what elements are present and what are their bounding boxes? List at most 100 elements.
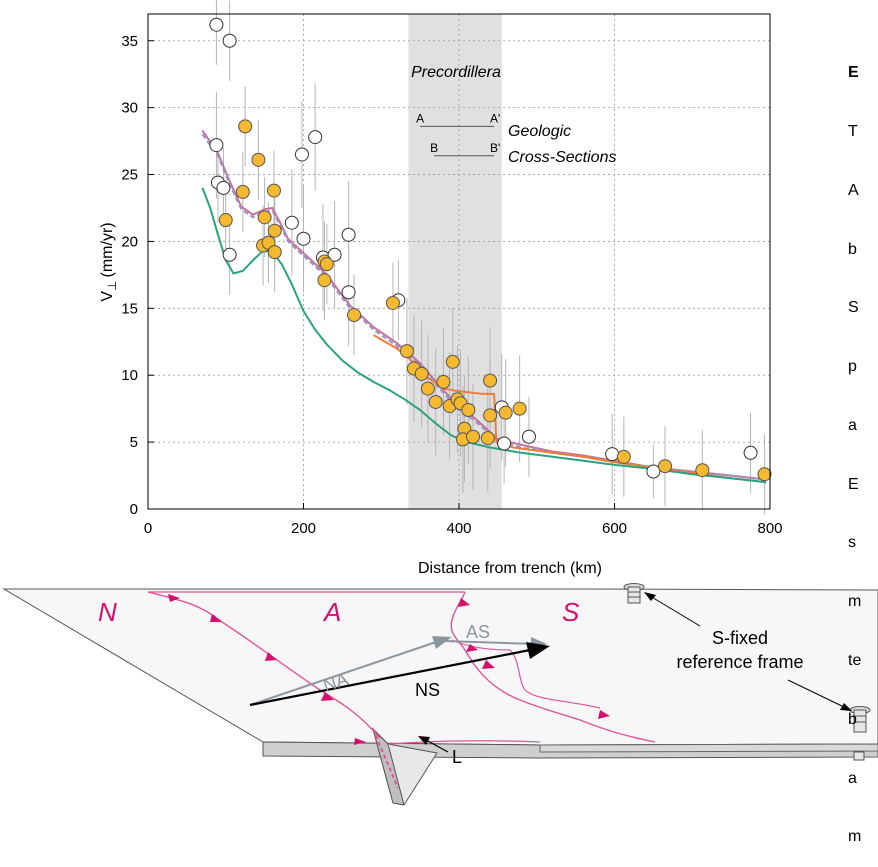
caption-line: S — [848, 299, 859, 317]
filled-data-point — [757, 467, 772, 482]
filled-data-point — [267, 245, 282, 260]
filled-data-point — [695, 463, 710, 478]
cross-section-end-label: B' — [490, 141, 500, 155]
caption-line: s — [848, 534, 856, 552]
l-pointer-head — [418, 736, 430, 745]
cross-sections: A A' B B' — [416, 111, 500, 157]
plate-notch-side — [372, 727, 405, 806]
model-curve-0 — [201, 129, 767, 481]
open-data-point — [284, 215, 299, 230]
caption-line: p — [848, 358, 857, 376]
open-data-point — [743, 445, 758, 460]
vector-ns-label: NS — [415, 680, 440, 700]
open-data-point — [308, 130, 323, 145]
x-axis-label: Distance from trench (km) — [418, 560, 602, 577]
plate-label-s: S — [562, 597, 580, 627]
vector-na — [249, 639, 443, 706]
filled-data-point — [385, 295, 400, 310]
subduction-edge — [372, 728, 399, 789]
plate-diagram: N A S NA AS NS L S-fixed reference frame — [2, 583, 878, 806]
caption-line: E — [848, 475, 859, 493]
cross-section-start-label: B — [430, 141, 438, 155]
open-data-point — [341, 227, 356, 242]
filled-data-point — [512, 401, 527, 416]
filled-data-point — [251, 152, 266, 167]
caption-line: te — [848, 652, 862, 669]
frame-arrow-bottom-head — [840, 703, 852, 711]
plate-label-n: N — [98, 597, 117, 627]
filled-data-point — [465, 429, 480, 444]
data-points — [209, 17, 772, 482]
open-data-point — [222, 33, 237, 48]
caption-line: m — [848, 828, 862, 846]
filled-data-point — [317, 273, 332, 288]
y-axis-label: V⊥(mm/yr) — [99, 222, 119, 301]
label-l: L — [452, 747, 462, 767]
caption-line: a — [848, 416, 857, 434]
fault-boundary-west — [147, 591, 381, 739]
fault-boundary-east — [450, 591, 656, 743]
caption-line: a — [848, 769, 857, 787]
y-tick-label: 10 — [121, 367, 138, 384]
filled-data-point — [420, 381, 435, 396]
cross-section-label-2: Cross-Sections — [508, 149, 616, 166]
open-data-point — [327, 247, 342, 262]
filled-data-point — [267, 223, 282, 238]
filled-data-point — [428, 394, 443, 409]
vectors — [249, 636, 550, 707]
filled-data-point — [414, 366, 429, 381]
open-data-point — [497, 436, 512, 451]
open-data-point — [216, 180, 231, 195]
caption-line: A — [848, 181, 859, 199]
filled-data-point — [436, 374, 451, 389]
filled-data-point — [658, 459, 673, 474]
y-tick-label: 0 — [130, 501, 138, 518]
fault-inner — [451, 639, 601, 709]
y-tick-label: 20 — [121, 233, 138, 250]
open-data-point — [294, 147, 309, 162]
cross-section-start-label: A — [416, 111, 424, 125]
filled-data-point — [461, 403, 476, 417]
model-curve-3 — [201, 187, 767, 484]
x-tick-label: 400 — [446, 520, 471, 537]
open-data-point — [521, 429, 536, 444]
open-data-point — [209, 17, 224, 32]
filled-data-point — [347, 308, 362, 323]
x-tick-label: 200 — [291, 520, 316, 537]
frame-arrow-top-head — [644, 592, 656, 601]
y-tick-label: 25 — [121, 167, 138, 184]
filled-data-point — [480, 431, 495, 446]
filled-data-point — [235, 184, 250, 199]
open-data-point — [209, 138, 224, 153]
vector-as-label: AS — [466, 622, 490, 642]
caption-line: b — [848, 240, 857, 258]
open-data-point — [341, 285, 356, 300]
filled-data-point — [498, 405, 513, 420]
precordillera-label: Precordillera — [411, 64, 501, 81]
x-tick-label: 600 — [602, 520, 627, 537]
precordillera-band — [408, 14, 502, 509]
cross-section-end-label: A' — [490, 111, 500, 125]
axis-ticks: 0 200 400 600 800 0 5 10 15 20 25 30 35 — [121, 33, 782, 537]
filled-data-point — [483, 408, 498, 423]
vector-ns-head — [526, 642, 550, 659]
open-data-point — [646, 464, 661, 479]
velocity-chart: 0 200 400 600 800 0 5 10 15 20 25 30 35 Precordiller… — [99, 0, 783, 577]
filled-data-point — [266, 183, 281, 198]
s-plate-edge — [539, 743, 878, 753]
filled-data-point — [616, 449, 631, 464]
cross-section-label-1: Geologic — [508, 123, 571, 140]
caption-line: T — [848, 122, 858, 140]
caption-line: m — [848, 593, 862, 611]
figure: 0 200 400 600 800 0 5 10 15 20 25 30 35 Precordiller… — [2, 0, 878, 806]
frame-label-1: S-fixed — [712, 628, 768, 648]
filled-data-point — [257, 210, 272, 225]
y-tick-label: 30 — [121, 100, 138, 117]
caption-line: b — [848, 710, 857, 728]
plate-label-a: A — [322, 597, 341, 627]
filled-data-point — [445, 354, 460, 369]
vector-na-head — [432, 636, 452, 649]
caption-text: E T A b S p a E s m te b a m — [848, 24, 878, 867]
open-data-point — [605, 447, 620, 462]
filled-data-point — [218, 213, 233, 228]
